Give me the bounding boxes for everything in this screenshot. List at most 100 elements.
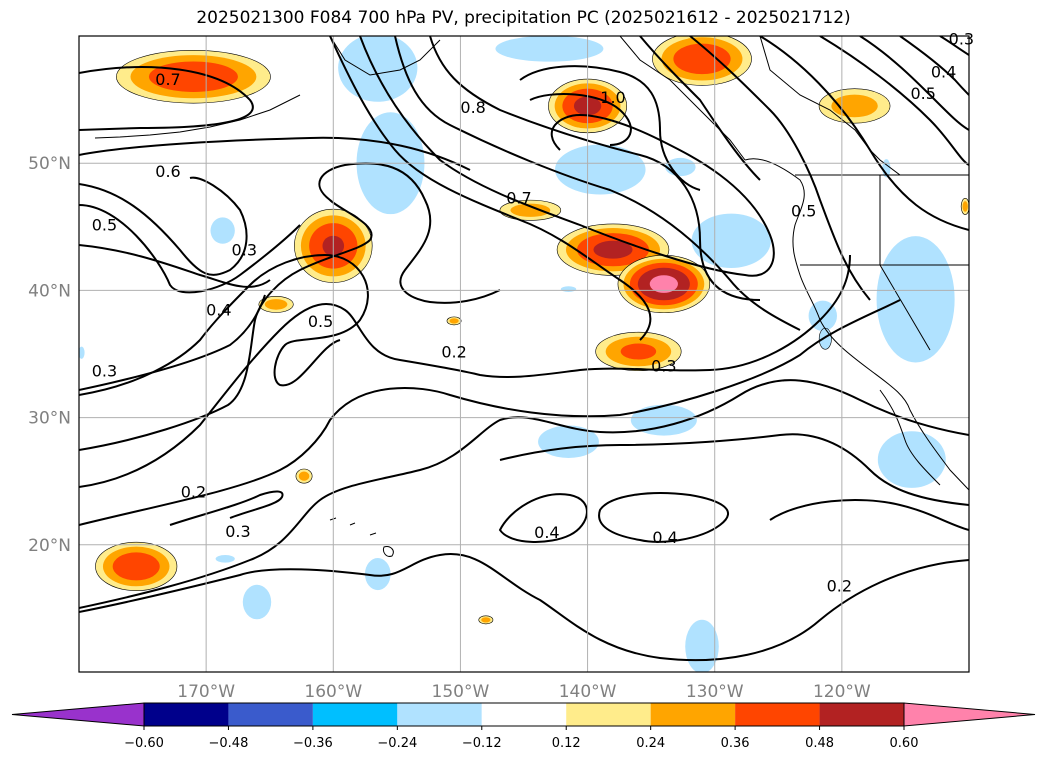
precip-blob [960,198,969,215]
precip-band [877,431,946,488]
precip-band [510,203,551,217]
pv-contour [79,204,301,294]
precip-band [79,346,85,359]
precip-band [685,619,719,672]
pv-contour [429,36,761,301]
gridlines [79,36,969,672]
lon-tick-label: 120°W [813,682,871,702]
precip-band [876,236,955,363]
state-border [879,264,931,351]
colorbar-extend-low [11,702,145,727]
contour-label: 0.3 [92,362,117,381]
chart-title: 2025021300 F084 700 hPa PV, precipitatio… [196,8,851,28]
precip-band [560,286,577,293]
contour-label: 0.2 [441,342,466,361]
precip-band [673,43,731,75]
contour-label: 0.7 [155,70,180,89]
colorbar-segment [312,703,398,726]
north-america-west-coast [744,158,969,491]
lat-tick-label: 20°N [28,536,71,556]
contour-label: 0.3 [232,241,257,260]
precip-band [112,552,160,581]
precip-blob [877,431,946,488]
colorbar-segment [228,703,313,726]
precip-blob [560,286,577,293]
lon-tick-label: 160°W [304,682,362,702]
colorbar-segment [481,703,567,726]
precip-band [630,404,697,436]
precip-band [593,240,633,259]
precip-band [449,318,459,324]
contour-label: 0.4 [206,300,231,319]
pv-contour [79,253,369,396]
colorbar-tick-label: 0.48 [805,736,834,751]
pv-contour [689,36,871,301]
colorbar-tick-label: −0.48 [209,736,249,751]
precip-blob [210,217,235,244]
lat-tick-label: 40°N [28,281,71,301]
lon-tick-label: 150°W [432,682,490,702]
contour-label: 0.6 [155,162,180,181]
precip-band [298,471,310,481]
pv-contour [769,499,969,531]
contour-label: 0.3 [651,356,676,375]
lat-tick-label: 30°N [28,409,71,429]
precip-band [264,299,288,310]
pv-contour [79,162,501,451]
contour-label: 0.5 [92,215,117,234]
precip-blob [95,541,178,591]
precip-band [691,213,771,268]
pv-contour [79,66,254,131]
pv-contour [819,36,969,166]
precip-band [962,201,968,212]
colorbar-extend-high [903,702,1036,727]
colorbar-tick-label: −0.60 [124,736,164,751]
colorbar-tick-label: −0.12 [462,736,502,751]
pv-contour [359,36,775,277]
pv-contour [79,553,969,662]
lat-axis: 50°N 40°N 30°N 20°N [28,154,71,556]
lon-tick-label: 170°W [177,682,235,702]
precip-blob [556,223,670,276]
contour-label: 0.4 [652,528,677,547]
precip-blob [876,236,955,363]
baja-california [879,389,941,486]
colorbar-tick-label: 0.24 [636,736,665,751]
map-frame [78,35,970,673]
colorbar-segment [819,703,904,726]
precip-blob [652,36,752,86]
precip-blob [691,213,771,268]
lon-tick-label: 130°W [686,682,744,702]
pv-contour [79,254,851,488]
precip-band [210,217,235,244]
contour-labels: 0.7 0.6 0.5 0.3 0.4 0.5 0.3 0.2 0.8 0.7 1.0 0.3 0.5 0… [92,30,974,596]
precip-blob [258,295,294,313]
colorbar-frame [143,702,905,727]
precip-blob [499,199,562,221]
precip-band [649,275,678,293]
colorbar: −0.60 −0.48 −0.36 −0.24 −0.12 0.12 0.24 0.36 0.4… [11,702,1036,751]
pv-contour [939,36,969,56]
pv-contour [498,493,588,543]
colorbar-tick-label: −0.36 [293,736,333,751]
contour-label: 0.5 [308,312,333,331]
colorbar-segment [144,703,229,726]
precip-blob [295,468,313,484]
contour-label: 0.4 [534,523,559,542]
contour-label: 0.3 [949,30,974,49]
pv-contour [79,299,901,526]
precip-blob [242,584,272,620]
contour-label: 0.5 [911,84,936,103]
pv-contour [899,36,969,96]
pv-contour [499,433,969,506]
precip-band [338,36,418,102]
precip-blob [79,346,85,359]
contour-layer [79,36,969,662]
lon-axis: 170°W 160°W 150°W 140°W 130°W 120°W [177,682,871,702]
contour-label: 0.7 [506,189,531,208]
alaska-coast [329,36,441,76]
precip-blob [685,619,719,672]
colorbar-tick-label: 0.60 [890,736,919,751]
contour-label: 0.2 [181,482,206,501]
